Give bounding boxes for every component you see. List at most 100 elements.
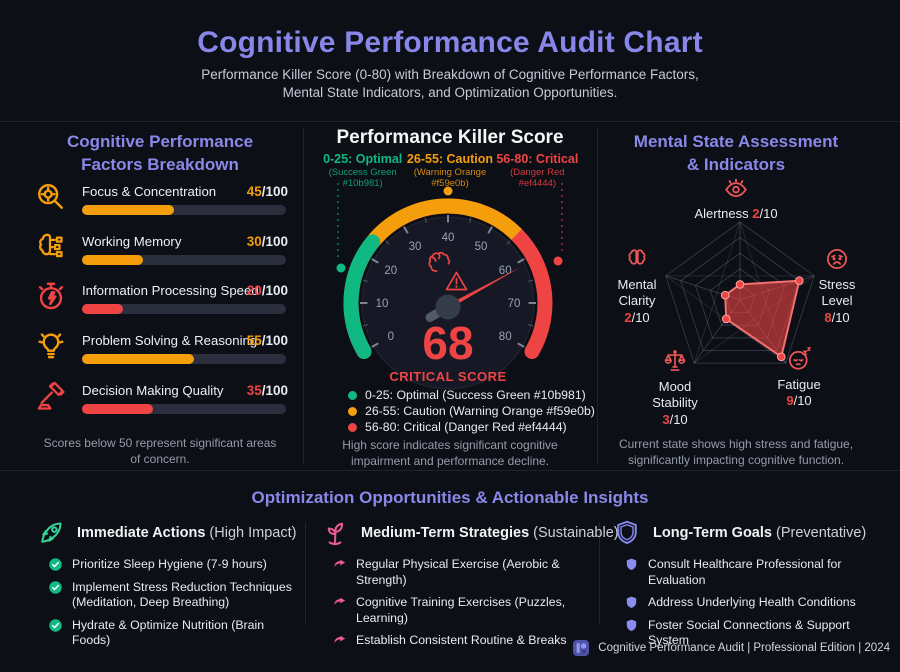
opt-item: Establish Consistent Routine & Breaks [332,633,584,649]
gauge-note: High score indicates significant cogniti… [342,438,558,468]
opt-item: Consult Healthcare Professional for Eval… [624,557,890,588]
factor-row: Working Memory 30/100 [30,233,290,280]
factor-bar-fill [82,404,154,414]
axis-value: 2/10 [624,309,650,325]
gauge-chart: 0 10 20 30 40 50 60 70 80 68 CRITICAL SCORE [305,183,595,396]
mental-note: Current state shows high stress and fati… [618,437,854,467]
axis-value: 9/10 [786,393,812,408]
gauge-range-legend-top: 0-25: Optimal (Success Green #10b981) 26-5… [305,152,595,189]
opt-column-subtitle: (High Impact) [205,525,297,541]
factor-bar-track [82,255,286,265]
svg-text:80: 80 [499,331,512,343]
gauge-range-color-note: (Warning Orange #f59e0b) [413,167,487,189]
opt-item-text: Hydrate & Optimize Nutrition (Brain Food… [72,617,265,648]
factor-bar-track [82,304,286,314]
opt-item-list: Prioritize Sleep Hygiene (7-9 hours) Impl… [36,557,292,649]
sleepy-face-icon [786,346,812,372]
factor-value: 45/100 [246,184,288,199]
legend-text: 26-55: Caution (Warning Orange #f59e0b) [365,404,595,418]
factor-label: Information Processing Speed [82,283,259,298]
long-term-column: Long-Term Goals (Preventative) Consult He… [612,518,890,656]
axis-label: Level [821,293,853,308]
gauge-range-legend: 0-25: Optimal (Success Green #10b981) 26-… [348,387,595,435]
gauge-range-color-note: (Danger Red #ef4444) [510,167,565,189]
opt-item-text: Consult Healthcare Professional for Eval… [648,557,842,587]
divider-opt-left [305,522,306,624]
factor-value: 35/100 [246,383,288,398]
opt-column-header: Long-Term Goals (Preventative) [612,518,890,548]
svg-text:30: 30 [409,241,422,253]
opt-item-text: Establish Consistent Routine & Breaks [356,633,567,647]
radar-axis-alertness: Alertness 2/10 [598,175,874,222]
opt-column-header: Medium-Term Strategies (Sustainable) [320,518,619,548]
opt-item: Hydrate & Optimize Nutrition (Brain Food… [48,618,292,649]
shield-icon [612,518,642,548]
gauge-range-label: 56-80: Critical [496,152,579,166]
axis-label: Fatigue [777,376,821,392]
check-circle-icon [48,618,63,633]
gauge-title: Performance Killer Score [336,127,564,148]
brain-circuit-icon [34,230,68,264]
axis-value: 3/10 [662,411,688,427]
footer-text: Cognitive Performance Audit | Profession… [598,642,890,654]
radar-axis-fatigue: Fatigue 9/10 [763,346,835,410]
axis-label: Stress [818,276,856,292]
axis-label: Mental [617,276,657,292]
opt-item-list: Consult Healthcare Professional for Eval… [612,557,890,649]
factor-bar-fill [82,255,144,265]
factor-row: Information Processing Speed 20/100 [30,282,290,329]
legend-dot-icon [348,390,357,400]
magnifier-icon [34,180,68,214]
rocket-icon [36,518,66,548]
opt-item-text: Foster Social Connections & Support Syst… [648,617,850,648]
factor-bar-fill [82,205,174,215]
opt-item: Address Underlying Health Conditions [624,595,890,611]
legend-text: 56-80: Critical (Danger Red #ef4444) [365,420,567,434]
opt-column-header: Immediate Actions (High Impact) [36,518,296,548]
scale-icon [662,348,688,374]
gauge-legend-item: 26-55: Caution (Warning Orange #f59e0b) [348,403,595,419]
opt-item: Prioritize Sleep Hygiene (7-9 hours) [48,557,292,573]
svg-text:20: 20 [384,265,397,277]
factors-panel-title: Cognitive Performance Factors Breakdown [66,132,254,174]
opt-column-title: Long-Term Goals (Preventative) [653,525,867,541]
gauge-range: 0-25: Optimal (Success Green #10b981) [319,152,406,189]
page-subtitle-line1: Performance Killer Score (0-80) with Bre… [201,67,699,82]
opt-column-subtitle: (Sustainable) [529,525,619,541]
opt-column-title: Immediate Actions (High Impact) [77,525,297,541]
radar-chart [655,215,825,385]
eye-icon [723,175,749,201]
mental-panel-title: Mental State Assessment & Indicators [633,132,839,174]
shield-bullet-icon [624,618,639,633]
factor-label: Decision Making Quality [82,383,224,398]
opt-item: Regular Physical Exercise (Aerobic & Str… [332,557,584,588]
factor-value: 20/100 [246,283,288,298]
svg-text:10: 10 [376,298,389,310]
opt-item-text: Prioritize Sleep Hygiene (7-9 hours) [72,557,267,571]
optimization-title: Optimization Opportunities & Actionable … [251,488,649,507]
factor-bar-fill [82,304,123,314]
radar-axis-mental-clarity: Mental Clarity 2/10 [601,246,673,326]
axis-label: Alertness 2/10 [694,205,778,221]
factor-label: Working Memory [82,234,182,249]
svg-text:CRITICAL SCORE: CRITICAL SCORE [389,369,506,384]
medium-term-column: Medium-Term Strategies (Sustainable) Regu… [320,518,619,656]
stressed-face-icon [824,246,850,272]
factor-label: Focus & Concentration [82,184,217,199]
factor-value: 30/100 [246,234,288,249]
stopwatch-icon [34,279,68,313]
opt-item-list: Regular Physical Exercise (Aerobic & Str… [320,557,584,649]
check-circle-icon [48,557,63,572]
gauge-range-color-note: (Success Green #10b981) [328,167,397,189]
svg-text:68: 68 [422,317,473,369]
opt-column-title: Medium-Term Strategies (Sustainable) [361,525,619,541]
gauge-legend-item: 56-80: Critical (Danger Red #ef4444) [348,419,595,435]
gauge-range: 56-80: Critical (Danger Red #ef4444) [494,152,581,189]
svg-text:0: 0 [388,331,394,343]
divider-top [0,121,900,122]
divider-main-left [303,128,304,464]
svg-text:70: 70 [508,298,521,310]
opt-item: Implement Stress Reduction Techniques (M… [48,580,292,611]
factor-bar-track [82,205,286,215]
